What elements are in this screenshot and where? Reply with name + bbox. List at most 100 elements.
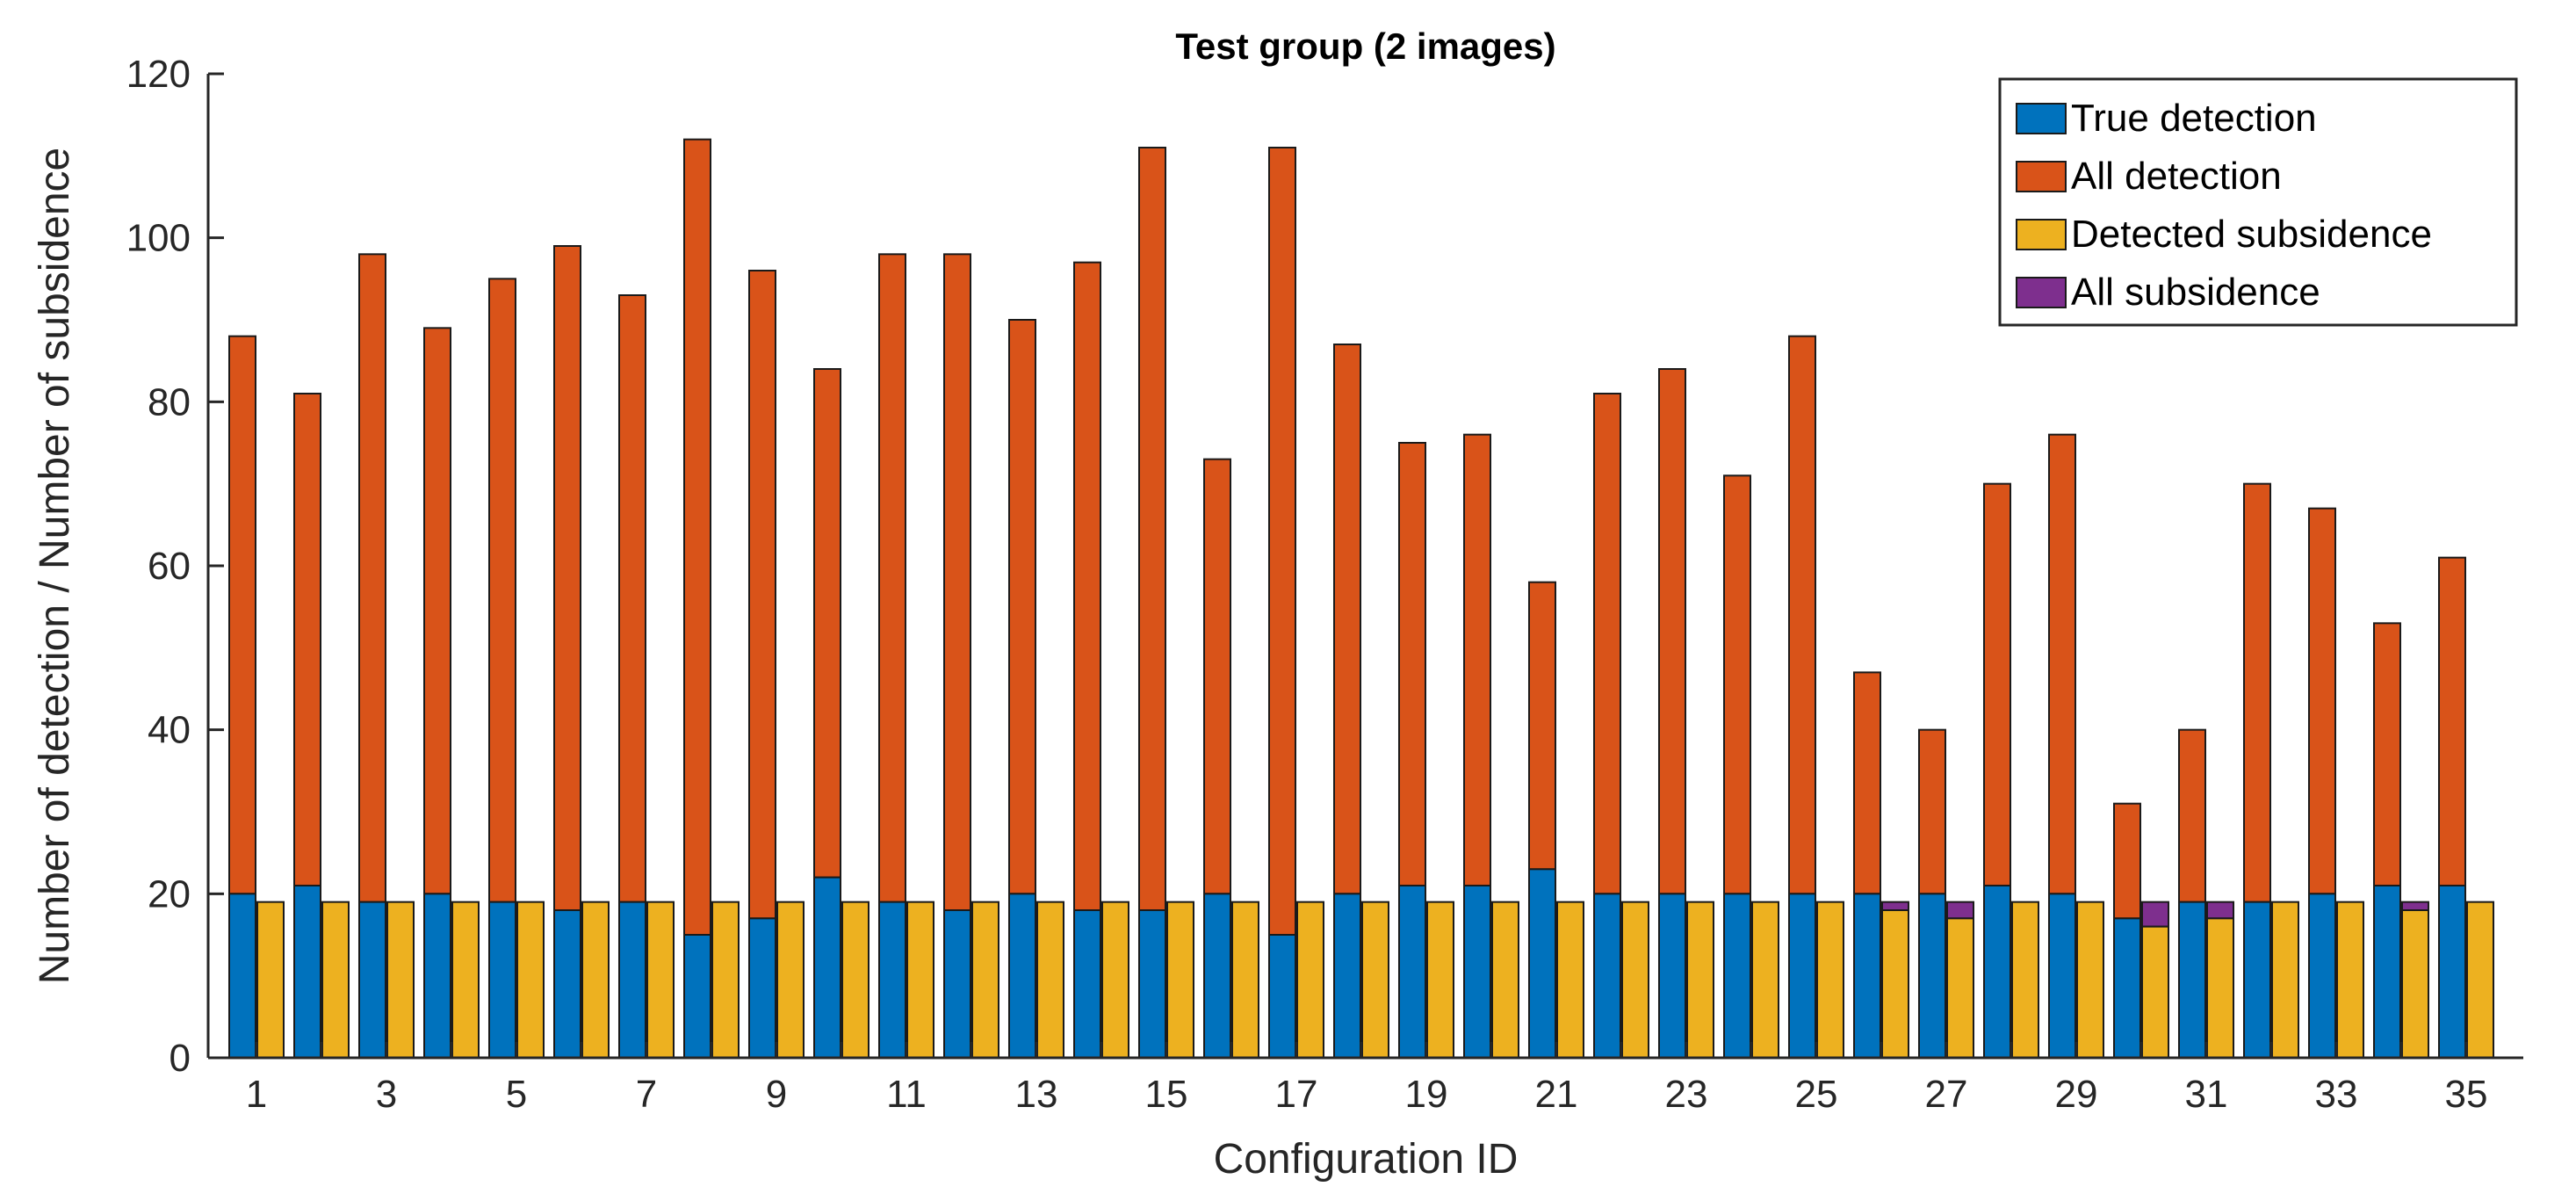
bar-detected-subsidence-34: [2401, 909, 2429, 1059]
x-tick-label-33: 33: [2315, 1073, 2358, 1116]
bar-all-subsidence-30: [2141, 901, 2169, 928]
bar-true-detection-16: [1203, 893, 1231, 1059]
bar-all-detection-33: [2308, 507, 2336, 895]
bar-detected-subsidence-33: [2336, 901, 2364, 1059]
bar-true-detection-27: [1918, 893, 1946, 1059]
bar-all-detection-14: [1073, 261, 1101, 911]
bar-all-subsidence-31: [2206, 901, 2234, 920]
bar-detected-subsidence-8: [711, 901, 740, 1059]
bar-detected-subsidence-13: [1036, 901, 1064, 1059]
legend-swatch-detected-subsidence: [2016, 219, 2067, 250]
x-tick-label-35: 35: [2445, 1073, 2488, 1116]
bar-true-detection-21: [1528, 868, 1556, 1059]
bar-true-detection-34: [2373, 885, 2401, 1059]
bar-detected-subsidence-20: [1491, 901, 1519, 1059]
legend-label-true-detection: True detection: [2071, 97, 2317, 140]
x-tick-label-9: 9: [766, 1073, 787, 1116]
bar-all-detection-20: [1463, 433, 1491, 886]
bar-all-detection-35: [2438, 556, 2466, 887]
bar-true-detection-26: [1853, 893, 1881, 1059]
bar-detected-subsidence-5: [516, 901, 545, 1059]
x-tick-label-15: 15: [1145, 1073, 1188, 1116]
legend-label-detected-subsidence: Detected subsidence: [2071, 213, 2432, 256]
bar-true-detection-2: [293, 885, 321, 1059]
bar-detected-subsidence-35: [2466, 901, 2494, 1059]
bar-all-subsidence-27: [1946, 901, 1974, 920]
bar-all-detection-24: [1723, 474, 1751, 895]
bar-all-detection-19: [1398, 442, 1426, 886]
bar-true-detection-32: [2243, 901, 2271, 1059]
bar-detected-subsidence-25: [1816, 901, 1844, 1059]
bar-true-detection-11: [878, 901, 906, 1059]
bar-detected-subsidence-29: [2076, 901, 2104, 1059]
y-ticks: 0 20 40 60 80 100 120: [126, 53, 224, 1080]
bar-detected-subsidence-30: [2141, 925, 2169, 1059]
bar-all-detection-4: [423, 327, 451, 895]
bar-all-detection-5: [488, 278, 516, 903]
bar-detected-subsidence-31: [2206, 917, 2234, 1060]
bar-all-subsidence-26: [1881, 901, 1909, 911]
bar-all-detection-18: [1333, 344, 1361, 895]
y-tick-label-60: 60: [148, 545, 191, 588]
x-tick-label-21: 21: [1535, 1073, 1578, 1116]
bar-detected-subsidence-4: [451, 901, 480, 1059]
bar-true-detection-31: [2178, 901, 2206, 1059]
y-tick-label-40: 40: [148, 709, 191, 752]
bar-all-detection-30: [2113, 802, 2141, 920]
bar-all-detection-22: [1593, 393, 1621, 895]
bar-all-detection-2: [293, 393, 321, 886]
x-axis-title: Configuration ID: [1214, 1136, 1519, 1183]
bar-detected-subsidence-2: [321, 901, 350, 1059]
bar-all-detection-7: [618, 294, 646, 903]
y-tick-label-80: 80: [148, 380, 191, 423]
bar-detected-subsidence-24: [1751, 901, 1779, 1059]
x-tick-label-11: 11: [886, 1073, 927, 1116]
bar-all-detection-23: [1658, 368, 1686, 895]
bar-detected-subsidence-26: [1881, 909, 1909, 1059]
x-tick-label-7: 7: [636, 1073, 657, 1116]
bar-true-detection-29: [2048, 893, 2076, 1059]
bar-all-detection-27: [1918, 728, 1946, 895]
bar-all-detection-32: [2243, 482, 2271, 903]
bar-true-detection-1: [228, 893, 256, 1059]
bar-all-detection-21: [1528, 581, 1556, 871]
bar-true-detection-19: [1398, 885, 1426, 1059]
bar-detected-subsidence-15: [1166, 901, 1194, 1059]
bar-true-detection-22: [1593, 893, 1621, 1059]
bar-all-detection-34: [2373, 622, 2401, 886]
bar-true-detection-10: [813, 876, 841, 1060]
bar-detected-subsidence-6: [581, 901, 610, 1059]
legend-label-all-subsidence: All subsidence: [2071, 271, 2320, 314]
bar-true-detection-33: [2308, 893, 2336, 1059]
bar-all-detection-9: [748, 270, 776, 920]
bar-all-detection-26: [1853, 671, 1881, 895]
bar-detected-subsidence-14: [1101, 901, 1129, 1059]
legend-items: True detection All detection Detected subs…: [2016, 97, 2432, 314]
bar-detected-subsidence-10: [841, 901, 869, 1059]
bar-detected-subsidence-12: [971, 901, 999, 1059]
y-axis-title: Number of detection / Number of subsiden…: [32, 148, 78, 985]
legend-swatch-all-detection: [2016, 161, 2067, 192]
legend: True detection All detection Detected subs…: [1998, 77, 2518, 327]
bar-all-subsidence-34: [2401, 901, 2429, 911]
legend-box: [1998, 77, 2518, 327]
bar-all-detection-28: [1983, 482, 2011, 887]
bar-detected-subsidence-22: [1621, 901, 1649, 1059]
chart-title: Test group (2 images): [1175, 25, 1555, 67]
bar-true-detection-6: [553, 909, 581, 1059]
x-tick-label-17: 17: [1275, 1073, 1318, 1116]
bar-detected-subsidence-1: [256, 901, 285, 1059]
bar-true-detection-18: [1333, 893, 1361, 1059]
bar-detected-subsidence-32: [2271, 901, 2299, 1059]
bar-true-detection-17: [1268, 934, 1296, 1059]
bar-detected-subsidence-16: [1231, 901, 1259, 1059]
bar-all-detection-11: [878, 253, 906, 903]
bar-all-detection-6: [553, 245, 581, 911]
bars-layer: [228, 138, 2494, 1060]
bar-all-detection-17: [1268, 147, 1296, 936]
bar-true-detection-20: [1463, 885, 1491, 1059]
bar-all-detection-12: [943, 253, 971, 912]
y-tick-label-0: 0: [170, 1037, 191, 1080]
x-tick-label-5: 5: [506, 1073, 527, 1116]
x-tick-label-27: 27: [1925, 1073, 1968, 1116]
